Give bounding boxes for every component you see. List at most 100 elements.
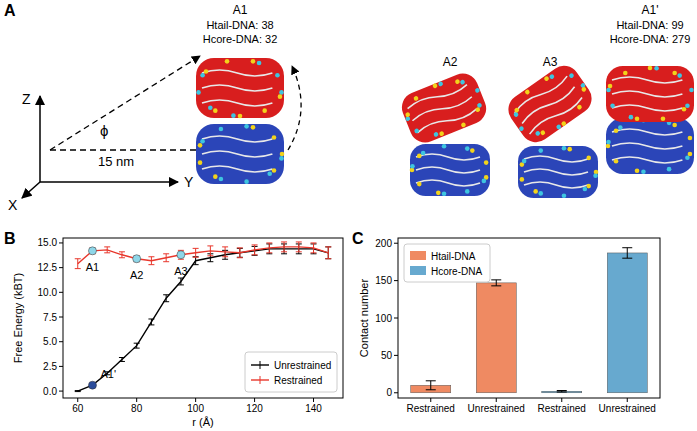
rotation-arrow	[288, 66, 301, 150]
atom-dot	[280, 152, 285, 157]
atom-dot	[581, 86, 587, 92]
atom-dot	[623, 71, 628, 76]
atom-dot	[414, 128, 420, 134]
bar	[607, 253, 647, 393]
atom-dot	[465, 146, 470, 151]
atom-dot	[593, 173, 598, 178]
x-tick	[136, 398, 137, 402]
panel-label: C	[352, 230, 364, 247]
dna-strand	[416, 154, 480, 160]
legend-label: Unrestrained	[274, 360, 331, 371]
atom-dot	[538, 191, 543, 196]
atom-dot	[514, 107, 520, 113]
atom-dot	[475, 107, 481, 113]
atom-dot	[436, 191, 441, 196]
plot-data	[411, 248, 648, 393]
atom-dot	[474, 87, 480, 93]
y-tick-label: 0	[386, 387, 392, 398]
x-tick-label: 120	[246, 403, 263, 414]
error-bar	[75, 390, 81, 392]
legend-box	[404, 244, 490, 282]
dna-strand	[612, 143, 682, 149]
atom-dot	[219, 177, 224, 182]
error-bar	[426, 381, 436, 390]
atom-dot	[520, 177, 525, 182]
state-point	[133, 255, 141, 263]
error-bar	[207, 246, 213, 256]
x-tick	[254, 398, 255, 402]
x-tick-label: Restrained	[407, 403, 455, 414]
atom-dot	[648, 66, 653, 71]
atom-dot	[413, 95, 419, 101]
legend-swatch	[410, 266, 426, 275]
atom-dot	[213, 108, 218, 113]
y-tick	[394, 280, 398, 281]
dna-strand	[524, 169, 588, 175]
atom-dot	[200, 139, 205, 144]
atom-dot	[454, 79, 460, 85]
y-tick-label: 12.5	[38, 262, 58, 273]
atom-dot	[465, 189, 470, 194]
atom-dot	[433, 131, 439, 137]
atom-dot	[586, 156, 591, 161]
x-tick-label: 100	[187, 403, 204, 414]
error-bar	[325, 247, 331, 259]
axis-letter: X	[8, 197, 18, 213]
atom-dot	[576, 104, 582, 110]
atom-dot	[629, 115, 634, 120]
atom-dot	[204, 69, 209, 74]
dna-strand	[612, 77, 682, 83]
atom-dot	[685, 104, 690, 109]
axis-letter: Y	[184, 174, 194, 190]
atom-dot	[549, 73, 555, 79]
error-bar	[237, 248, 243, 258]
histone-body	[518, 146, 598, 198]
error-bar	[491, 280, 501, 286]
atom-dot	[438, 81, 444, 87]
atom-dot	[610, 104, 615, 109]
atom-dot	[213, 174, 218, 179]
atom-dot	[562, 193, 567, 198]
x-tick	[195, 398, 196, 402]
x-tick	[627, 398, 628, 402]
y-axis-label: Free Energy (kBT)	[12, 273, 24, 363]
state-annotation: A1	[86, 261, 99, 273]
histone-disc	[518, 146, 598, 198]
plot-data	[75, 242, 332, 392]
histone-disc	[606, 118, 694, 174]
error-bar	[178, 250, 184, 259]
state-label: A1'	[642, 3, 659, 17]
y-tick	[394, 392, 398, 393]
y-tick	[394, 355, 398, 356]
error-bar	[178, 278, 184, 285]
y-tick	[59, 391, 63, 392]
dna-strand	[406, 82, 468, 112]
atom-dot	[200, 73, 205, 78]
panel-b: 60801001201400.02.55.07.510.012.515.0r (…	[12, 237, 343, 428]
angle-ray	[50, 56, 200, 150]
dna-strand	[416, 167, 480, 173]
atom-dot	[608, 84, 613, 89]
bar	[476, 283, 516, 393]
y-axis-arrow	[40, 181, 178, 183]
atom-dot	[635, 168, 640, 173]
histone-disc	[410, 144, 490, 196]
dna-strand	[202, 136, 272, 142]
y-tick-label: 100	[375, 313, 392, 324]
y-tick	[59, 317, 63, 318]
y-tick	[59, 341, 63, 342]
atom-dot	[561, 120, 567, 126]
atom-dot	[225, 59, 230, 64]
atom-dot	[198, 143, 203, 148]
distance-label: 15 nm	[98, 154, 134, 169]
histone-body	[196, 124, 284, 184]
error-bar	[148, 319, 154, 325]
atom-dot	[688, 152, 693, 157]
y-tick-label: 0.0	[43, 386, 57, 397]
y-tick	[59, 292, 63, 293]
legend-errbar	[260, 361, 261, 369]
dna-strand	[202, 151, 272, 157]
atom-dot	[606, 140, 611, 145]
atom-dot	[417, 182, 422, 187]
y-tick	[394, 318, 398, 319]
